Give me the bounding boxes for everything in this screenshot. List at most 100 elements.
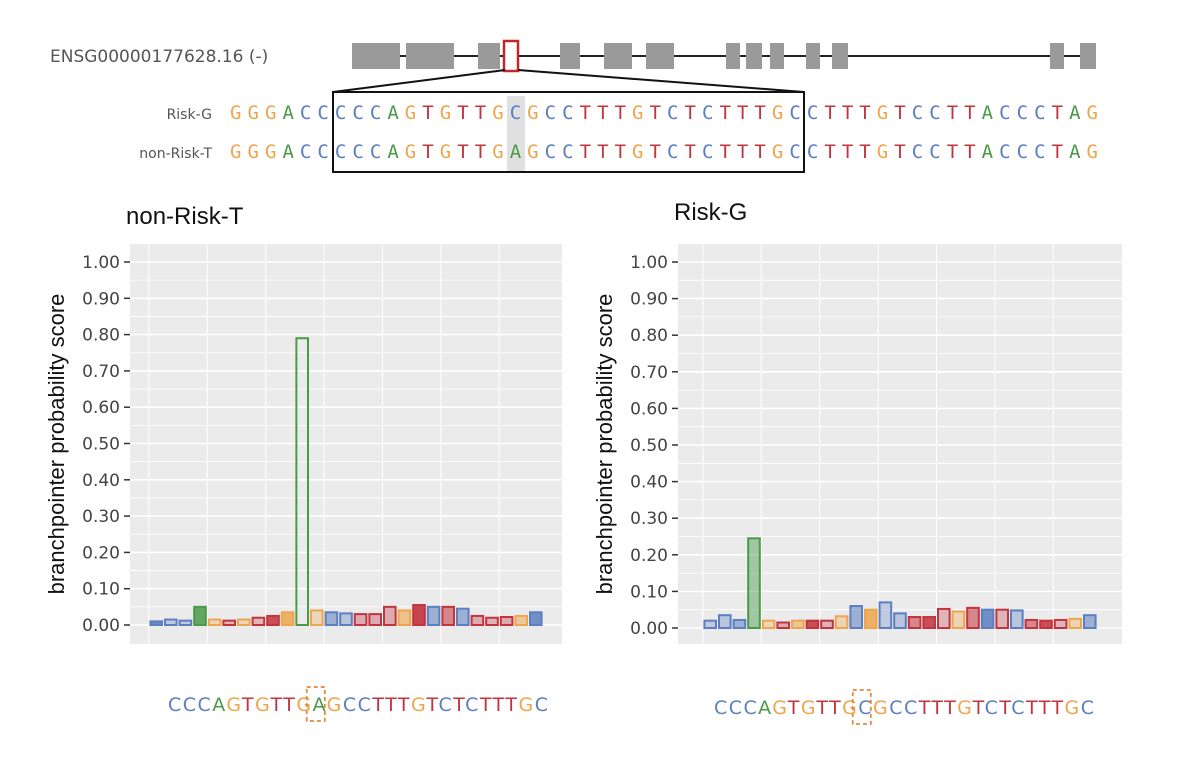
exon [1050,43,1064,69]
exon [746,43,762,69]
bar [280,611,295,626]
exon [560,43,580,69]
bar [193,605,207,626]
variant-marker [305,686,326,722]
y-tick-label: 0.00 [82,616,120,636]
zoom-line-left [332,69,506,93]
bar [368,613,382,626]
bar [441,605,455,626]
bar [1024,618,1039,629]
bar [791,619,805,629]
bar [805,619,820,629]
y-tick-label: 0.20 [82,543,120,563]
bar [1068,617,1083,629]
bar [864,608,878,630]
bar [761,619,776,629]
bar [237,618,251,626]
exon-track [352,39,1096,73]
exon [646,43,674,69]
bar [1083,614,1097,630]
bar [834,615,849,630]
exon [352,43,400,69]
y-tick-label: 1.00 [630,253,668,273]
y-tick-label: 0.10 [630,582,668,602]
chart-risk-g: Risk-G branchpointer probability score 0… [592,199,1122,725]
x-sequence: CCCAGTGTTGAGCCTTTGTCTCTTTGC [168,694,548,716]
y-axis-label: branchpointer probability score [44,294,69,595]
x-sequence: CCCAGTGTTGCGCCTTTGTCTCTTTGC [714,697,1094,719]
exon [406,43,454,69]
bar [207,618,222,626]
plot-panel [678,244,1122,644]
y-tick-label: 0.80 [82,326,120,346]
alignment-row-label: non-Risk-T [139,146,212,162]
bar [485,616,499,626]
chart-non-risk-t: non-Risk-T branchpointer probability sco… [44,203,562,722]
bar [426,605,441,626]
y-tick-label: 0.20 [630,546,668,566]
y-tick-label: 0.30 [630,509,668,529]
zoom-connector [332,69,805,93]
bar [353,613,368,626]
bar [893,612,907,629]
exon [770,43,784,69]
bar [266,614,280,626]
chart-title: non-Risk-T [126,203,244,230]
bar [251,616,266,626]
bar [732,618,747,629]
bar [820,619,834,629]
y-tick-label: 0.80 [630,326,668,346]
bar [470,614,485,626]
bar [178,619,193,626]
y-tick-label: 0.30 [82,507,120,527]
alignment-row-label: Risk-G [167,107,212,123]
exon [832,43,848,69]
y-tick-label: 0.70 [630,363,668,383]
variant-marker [851,689,872,725]
bar [907,616,922,630]
y-tick-label: 0.10 [82,580,120,600]
chart-title: Risk-G [674,199,747,226]
bar [164,618,178,626]
y-tick-label: 0.70 [82,362,120,382]
bar [514,614,529,626]
bar [456,607,470,626]
bar [1010,609,1024,630]
gene-model: ENSG00000177628.16 (-) [50,39,1096,73]
bar [383,605,397,626]
zoom-line-right [517,69,805,93]
exon [806,43,820,69]
bar [529,611,543,626]
bar [995,608,1010,630]
bar [937,607,951,630]
bar [966,606,980,629]
bar [718,614,732,630]
bar [980,608,995,630]
y-tick-label: 0.90 [630,290,668,310]
exon [604,43,632,69]
y-tick-label: 0.90 [82,289,120,309]
y-axis-label: branchpointer probability score [592,294,617,595]
exon [726,43,740,69]
highlighted-exon [502,39,520,73]
y-tick-label: 0.40 [82,471,120,491]
gene-id-label: ENSG00000177628.16 (-) [50,47,268,67]
bar [310,609,324,626]
exon [478,43,500,69]
bar [397,609,412,626]
bar [703,619,718,629]
bar [776,621,791,630]
y-tick-label: 0.40 [630,473,668,493]
y-tick-label: 0.50 [630,436,668,456]
y-tick-label: 0.50 [82,435,120,455]
y-tick-label: 0.60 [82,398,120,418]
bar [295,337,309,626]
bar [951,610,966,630]
y-tick-label: 1.00 [82,253,120,273]
bar [922,616,937,630]
zoom-box [332,91,805,173]
